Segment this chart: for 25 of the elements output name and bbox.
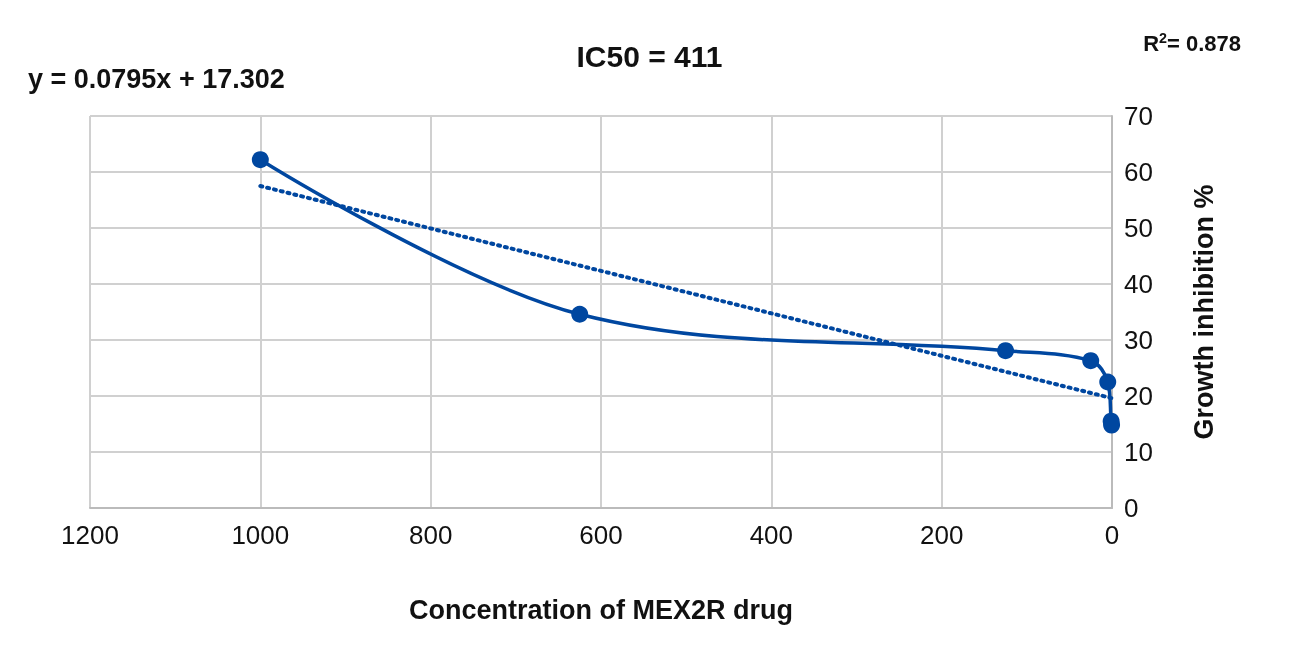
chart-title: IC50 = 411 [576,39,723,73]
x-axis-title: Concentration of MEX2R drug [409,594,793,625]
x-tick-label: 0 [1104,520,1120,550]
y-tick-label: 40 [1124,269,1153,299]
x-tick-label: 200 [919,520,964,550]
point [997,342,1015,360]
y-tick-label: 10 [1124,437,1153,467]
x-tick-label: 1000 [231,520,290,550]
y-tick-label: 70 [1124,101,1153,131]
point [251,151,269,169]
text: y = 0.0795x + 17.302 [28,64,285,95]
text: R$^{2}$= 0.878 [1143,30,1241,58]
point [1099,373,1117,391]
x-tick-label: 800 [408,520,453,550]
x-tick-label: 1200 [61,520,119,550]
y-tick-label: 20 [1124,381,1153,411]
y-tick-label: 60 [1124,157,1153,187]
y-axis-title: Growth inhibition % [1188,184,1219,440]
x-tick-label: 400 [749,520,794,550]
y-tick-label: 0 [1124,493,1139,523]
x-tick-label: 600 [579,520,623,550]
y-tick-label: 30 [1124,325,1153,355]
y-tick-label: 50 [1124,213,1153,243]
point [571,305,589,323]
point [1082,352,1100,370]
